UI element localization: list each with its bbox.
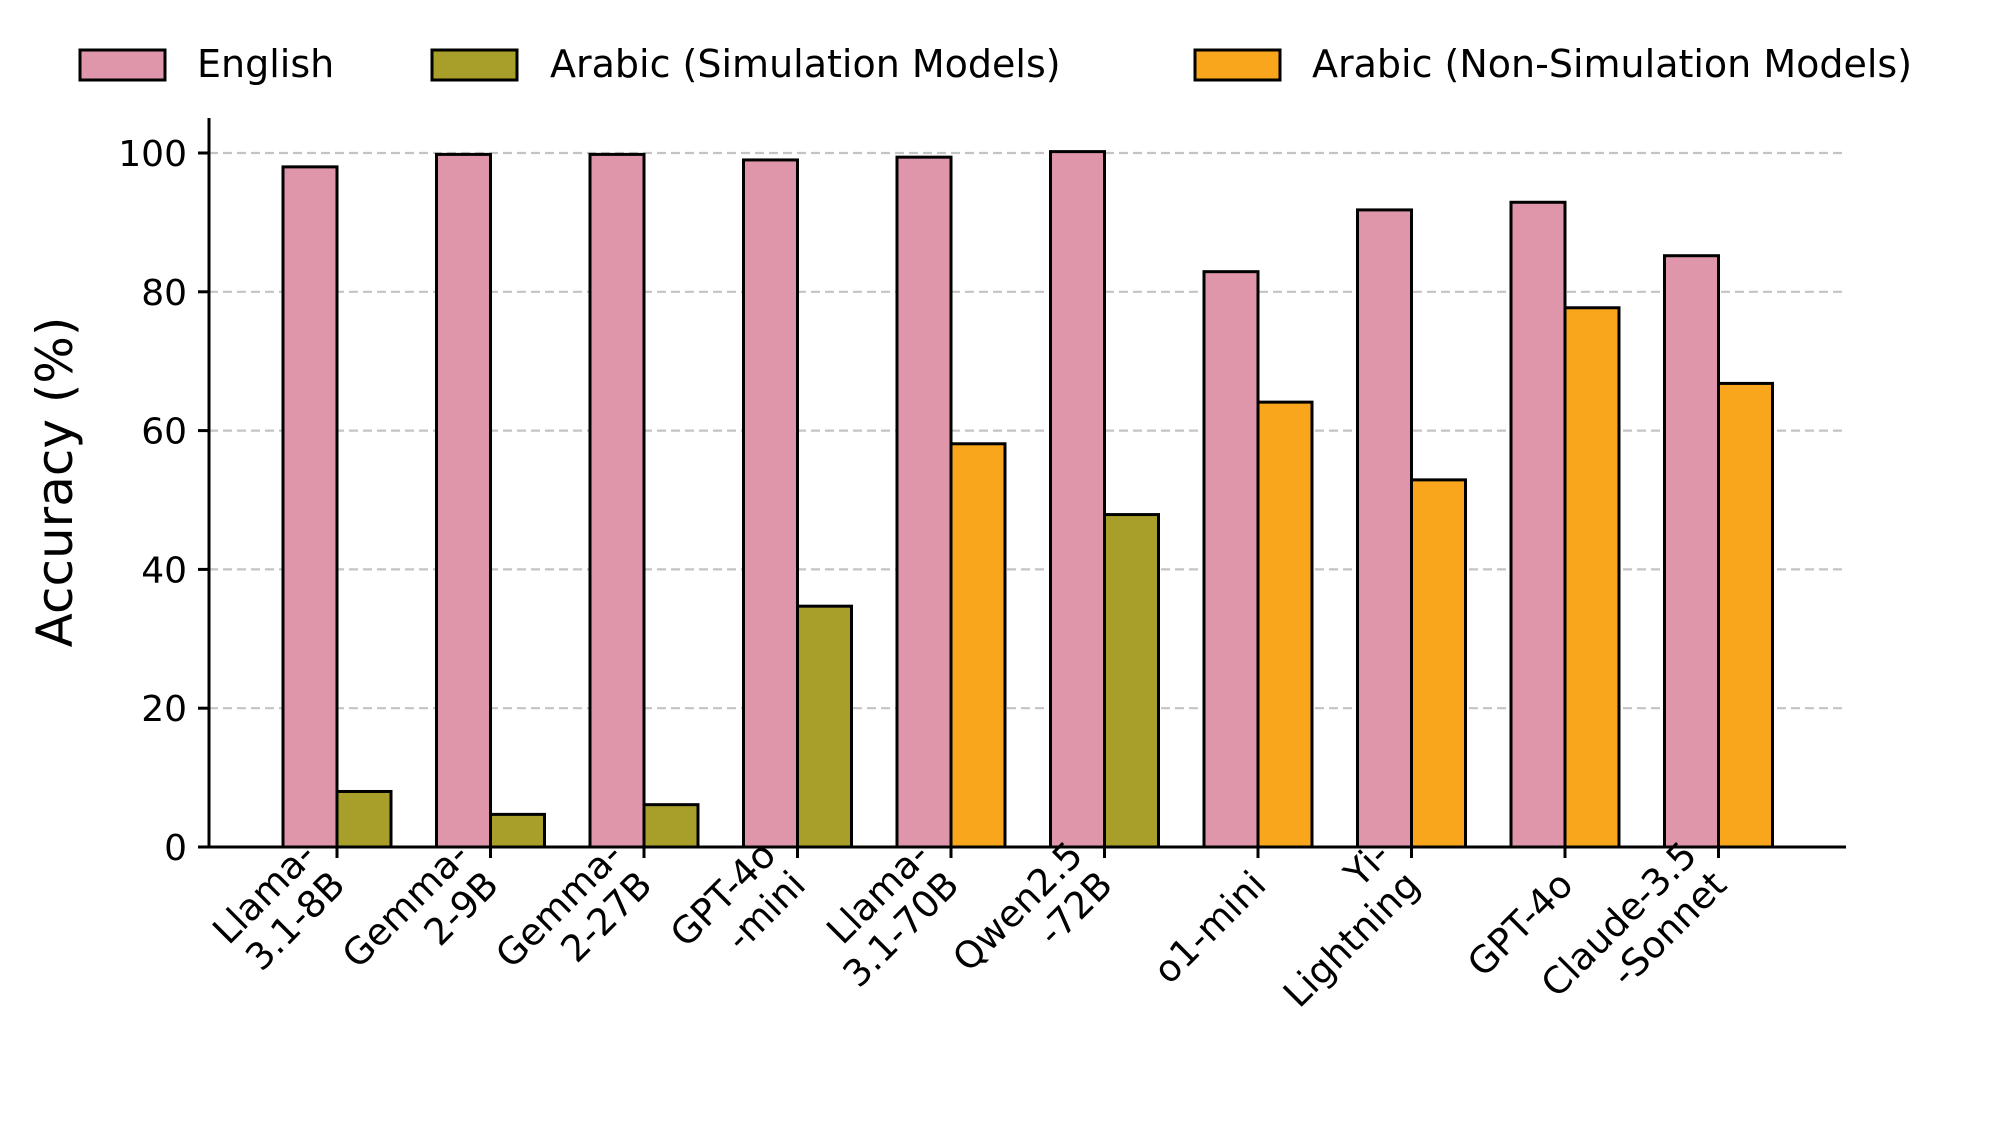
bar-arabic-simulation bbox=[1103, 513, 1160, 849]
legend-swatch-english bbox=[78, 48, 167, 82]
bar-english bbox=[1663, 254, 1720, 849]
bar-english bbox=[1509, 200, 1567, 849]
bar-arabic-non-simulation bbox=[1256, 400, 1314, 849]
bar-english bbox=[588, 152, 646, 849]
bars bbox=[281, 150, 1774, 849]
bar-english bbox=[281, 165, 339, 849]
legend-label-arabic-non-simulation: Arabic (Non-Simulation Models) bbox=[1312, 42, 1912, 86]
legend-swatch-arabic-simulation bbox=[430, 48, 519, 82]
y-axis-label: Accuracy (%) bbox=[26, 317, 84, 648]
legend-label-english: English bbox=[197, 42, 334, 86]
bar-english bbox=[1356, 208, 1413, 849]
x-tick-label: Gemma-2-9B bbox=[334, 833, 507, 1006]
x-tick-label: Qwen2.5-72B bbox=[944, 833, 1120, 1009]
y-tick-label: 60 bbox=[141, 412, 187, 453]
legend-label-arabic-simulation: Arabic (Simulation Models) bbox=[550, 42, 1061, 86]
bar-arabic-simulation bbox=[335, 789, 393, 849]
bar-arabic-non-simulation bbox=[1410, 478, 1467, 849]
x-tick-label: Claude-3.5-Sonnet bbox=[1533, 833, 1735, 1035]
bar-english bbox=[742, 158, 799, 849]
bar-arabic-simulation bbox=[489, 812, 546, 849]
bar-english bbox=[895, 155, 953, 849]
legend: English Arabic (Simulation Models) Arabi… bbox=[78, 42, 1912, 86]
x-tick-label: Yi-Lightning bbox=[1245, 833, 1427, 1015]
y-tick-label: 80 bbox=[141, 273, 187, 314]
bar-english bbox=[1049, 150, 1106, 849]
axes bbox=[207, 118, 1846, 849]
bar-english bbox=[1202, 270, 1260, 849]
y-tick-label: 100 bbox=[118, 134, 187, 175]
x-tick-label: Llama-3.1-8B bbox=[204, 833, 353, 982]
bar-arabic-simulation bbox=[642, 803, 700, 849]
legend-swatch-arabic-non-simulation bbox=[1193, 48, 1282, 82]
bar-arabic-non-simulation bbox=[1717, 381, 1774, 849]
bar-arabic-non-simulation bbox=[1563, 306, 1621, 849]
bar-arabic-simulation bbox=[796, 604, 853, 849]
y-tick-label: 0 bbox=[164, 828, 187, 869]
bar-arabic-non-simulation bbox=[949, 442, 1007, 849]
bar-english bbox=[435, 152, 492, 849]
x-tick-label: o1-mini bbox=[1145, 863, 1274, 992]
x-tick-label: Llama-3.1-70B bbox=[805, 833, 967, 995]
y-tick-label: 20 bbox=[141, 689, 187, 730]
x-tick-label: GPT-4o-mini bbox=[662, 833, 814, 985]
y-ticks: 0 20 40 60 80 100 bbox=[118, 134, 209, 869]
x-tick-label: Gemma-2-27B bbox=[487, 833, 660, 1006]
y-tick-label: 40 bbox=[141, 550, 187, 591]
